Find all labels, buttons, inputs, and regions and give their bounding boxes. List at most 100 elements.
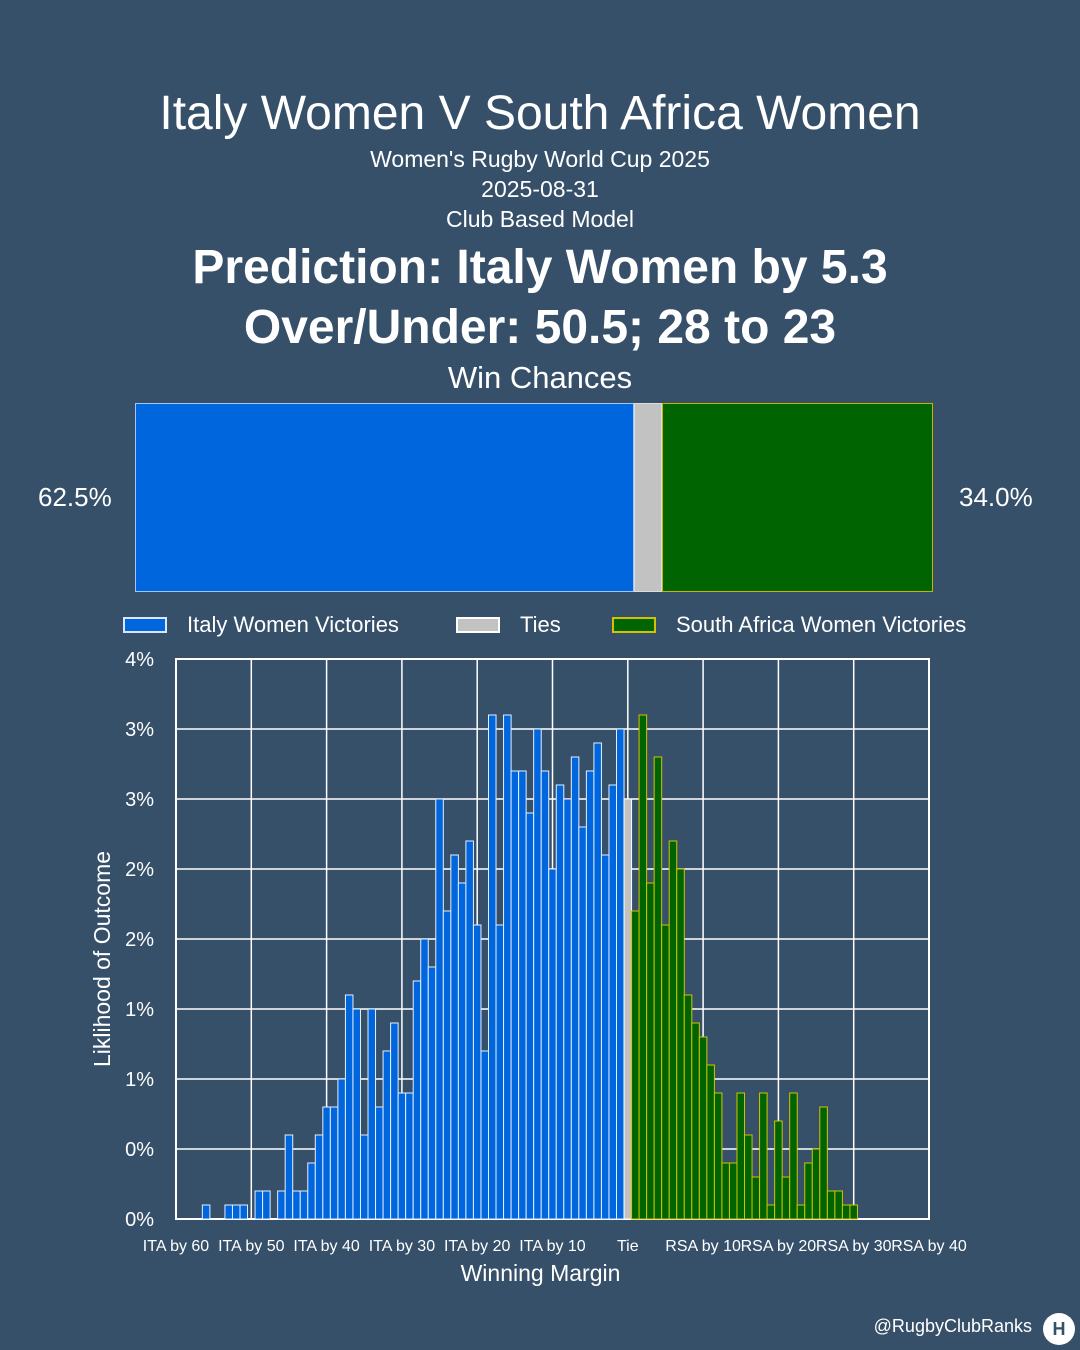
- histogram-bar: [585, 770, 595, 1220]
- histogram-bar: [646, 882, 655, 1220]
- histogram-bar: [631, 910, 640, 1220]
- legend-item-tie: Ties: [456, 612, 561, 638]
- histogram-bar: [450, 854, 459, 1220]
- histogram-bar: [593, 742, 602, 1220]
- histogram-bar: [284, 1134, 294, 1220]
- y-tick-label: 0%: [125, 1209, 154, 1231]
- legend-swatch-tie: [456, 617, 500, 633]
- histogram-bar: [427, 966, 437, 1220]
- histogram-bar: [367, 1008, 377, 1220]
- histogram-bar: [465, 840, 474, 1220]
- histogram-bar: [533, 728, 542, 1220]
- histogram-bar: [548, 868, 557, 1220]
- histogram-bar: [292, 1190, 301, 1220]
- histogram-bar: [728, 1162, 738, 1220]
- histogram-bar: [736, 1092, 746, 1220]
- histogram-bar: [201, 1204, 211, 1220]
- x-tick-label: ITA by 10: [519, 1238, 586, 1255]
- histogram-bar: [540, 770, 550, 1220]
- histogram-bar: [329, 1106, 339, 1220]
- histogram-bar: [503, 714, 512, 1220]
- histogram-bar: [638, 714, 648, 1220]
- x-tick-label: ITA by 60: [143, 1238, 210, 1255]
- win-chance-bar-away: [661, 403, 933, 592]
- histogram-bar: [661, 924, 670, 1220]
- win-chance-away-pct: 34.0%: [959, 482, 1033, 512]
- histogram-bar: [472, 924, 482, 1220]
- legend-item-away: South Africa Women Victories: [612, 612, 966, 638]
- win-chance-bar-home: [135, 403, 634, 592]
- histogram-bar: [555, 784, 565, 1220]
- histogram-bar: [578, 826, 587, 1220]
- histogram-bar: [766, 1204, 776, 1220]
- histogram-bar: [277, 1190, 286, 1220]
- histogram-bar: [487, 714, 497, 1220]
- histogram-bar: [600, 854, 610, 1220]
- histogram-bar: [262, 1190, 271, 1220]
- histogram-bar: [713, 1092, 723, 1220]
- x-tick-label: Tie: [617, 1238, 639, 1255]
- histogram-bar: [751, 1176, 761, 1220]
- histogram-bar: [352, 1008, 361, 1220]
- histogram-bar: [841, 1204, 851, 1220]
- legend-swatch-home: [123, 617, 167, 633]
- x-axis-label: Winning Margin: [461, 1260, 621, 1286]
- histogram-bar: [691, 1022, 700, 1220]
- x-tick-label: RSA by 20: [741, 1238, 817, 1255]
- histogram-bar: [442, 910, 452, 1220]
- histogram-bar: [224, 1204, 233, 1220]
- prediction-text: Prediction: Italy Women by 5.3: [192, 241, 888, 294]
- brand-logo-icon: H: [1043, 1313, 1075, 1345]
- histogram-bar: [525, 812, 535, 1220]
- histogram-bar: [570, 756, 580, 1220]
- y-tick-label: 4%: [125, 649, 154, 671]
- y-axis-label: Liklihood of Outcome: [89, 851, 115, 1067]
- histogram-bar: [239, 1204, 249, 1220]
- histogram-bar: [653, 756, 663, 1220]
- legend-label-home: Italy Women Victories: [187, 612, 399, 637]
- histogram-bar: [668, 840, 678, 1220]
- competition-name: Women's Rugby World Cup 2025: [370, 146, 710, 172]
- histogram-bar: [254, 1190, 264, 1220]
- histogram-bar: [781, 1176, 791, 1220]
- y-tick-label: 2%: [125, 929, 154, 951]
- histogram-bar: [337, 1078, 346, 1220]
- histogram-bar: [231, 1204, 241, 1220]
- histogram-bar: [616, 728, 625, 1220]
- y-tick-label: 0%: [125, 1139, 154, 1161]
- y-tick-label: 3%: [125, 719, 154, 741]
- histogram-bar: [811, 1148, 821, 1220]
- histogram-bar: [804, 1162, 813, 1220]
- histogram-bar: [676, 868, 685, 1220]
- margin-histogram: ITA by 60 ITA by 50 ITA by 40 ITA by 30 ITA …: [89, 649, 967, 1286]
- histogram-bar: [759, 1092, 768, 1220]
- model-name: Club Based Model: [446, 206, 634, 232]
- histogram-bar: [721, 1162, 730, 1220]
- x-tick-label: ITA by 20: [444, 1238, 511, 1255]
- histogram-bar: [834, 1190, 843, 1220]
- histogram-bar: [344, 994, 354, 1220]
- x-tick-label: RSA by 40: [891, 1238, 967, 1255]
- x-tick-label: ITA by 30: [369, 1238, 436, 1255]
- histogram-bar: [849, 1204, 858, 1220]
- histogram-bar: [457, 882, 467, 1220]
- histogram-bar: [382, 1050, 392, 1220]
- histogram-bar: [744, 1134, 753, 1220]
- histogram-bar: [405, 1092, 414, 1220]
- histogram-bar: [390, 1022, 399, 1220]
- histogram-bar: [819, 1106, 828, 1220]
- histogram-bar: [435, 798, 444, 1220]
- histogram-bar: [307, 1162, 316, 1220]
- y-tick-label: 3%: [125, 789, 154, 811]
- histogram-bar: [299, 1190, 309, 1220]
- histogram-bar: [420, 938, 429, 1220]
- histogram-bar: [510, 770, 520, 1220]
- histogram-bar: [698, 1036, 708, 1220]
- histogram-bar: [480, 1050, 489, 1220]
- match-date: 2025-08-31: [481, 176, 599, 202]
- win-chance-home-pct: 62.5%: [38, 482, 112, 512]
- histogram-bar: [397, 1092, 407, 1220]
- page-title: Italy Women V South Africa Women: [159, 87, 921, 140]
- credit-handle: @RugbyClubRanks: [873, 1316, 1032, 1336]
- y-tick-label: 1%: [125, 999, 154, 1021]
